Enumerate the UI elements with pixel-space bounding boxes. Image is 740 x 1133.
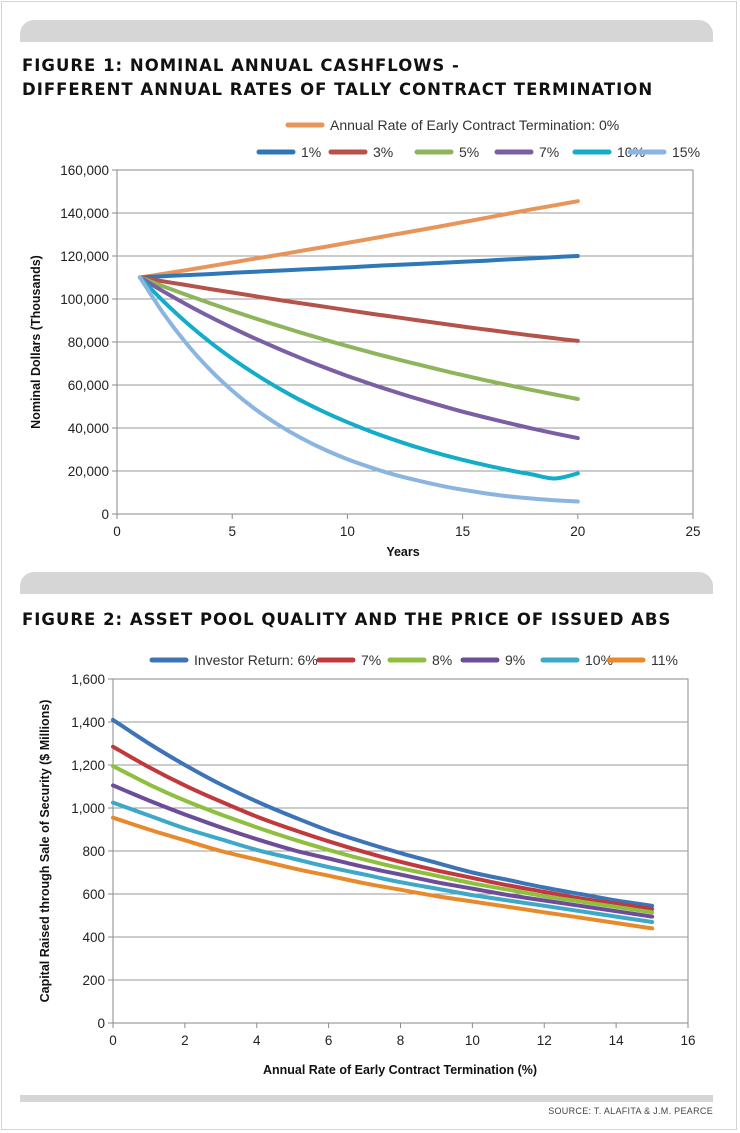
y-tick-label: 200 — [82, 973, 105, 988]
x-tick-label: 12 — [537, 1033, 552, 1048]
x-axis-title: Annual Rate of Early Contract Terminatio… — [263, 1063, 537, 1077]
figure1-title: FIGURE 1: NOMINAL ANNUAL CASHFLOWS - DIF… — [22, 54, 722, 102]
y-tick-label: 1,000 — [71, 801, 105, 816]
x-tick-label: 0 — [113, 524, 121, 539]
y-tick-label: 100,000 — [60, 292, 109, 307]
y-tick-label: 20,000 — [68, 464, 109, 479]
series-line-0 — [111, 717, 655, 908]
middle-divider-band — [20, 572, 713, 594]
series-line-0 — [138, 199, 580, 280]
x-tick-label: 16 — [680, 1033, 695, 1048]
y-tick-label: 600 — [82, 887, 105, 902]
series-line-4 — [111, 800, 655, 924]
figure2-title: FIGURE 2: ASSET POOL QUALITY AND THE PRI… — [22, 610, 672, 629]
legend-label: 7% — [539, 144, 559, 160]
y-tick-label: 40,000 — [68, 421, 109, 436]
x-tick-label: 10 — [340, 524, 355, 539]
x-tick-label: 20 — [570, 524, 585, 539]
legend-label: 11% — [651, 652, 678, 668]
y-tick-label: 120,000 — [60, 249, 109, 264]
series-line-3 — [138, 275, 580, 401]
legend-label: 5% — [459, 144, 479, 160]
x-tick-label: 0 — [109, 1033, 117, 1048]
source-credit: SOURCE: T. ALAFITA & J.M. PEARCE — [548, 1106, 713, 1116]
legend-label: Annual Rate of Early Contract Terminatio… — [330, 117, 619, 133]
x-axis-title: Years — [386, 545, 419, 559]
y-tick-label: 1,600 — [71, 672, 105, 687]
x-tick-label: 2 — [181, 1033, 189, 1048]
legend-label: 15% — [672, 144, 700, 160]
top-divider-band — [20, 20, 713, 42]
series-line-6 — [138, 275, 580, 504]
series-line-2 — [138, 275, 580, 343]
figure1-title-line2: DIFFERENT ANNUAL RATES OF TALLY CONTRACT… — [22, 80, 654, 99]
y-tick-label: 80,000 — [68, 335, 109, 350]
legend-label: 1% — [301, 144, 321, 160]
x-tick-label: 15 — [455, 524, 470, 539]
figure1-chart: 0 20,000 40,000 60,000 80,000 100,000 120,000 1… — [29, 117, 701, 559]
legend-label: 3% — [373, 144, 393, 160]
legend-label: 7% — [361, 652, 381, 668]
y-tick-label: 1,400 — [71, 715, 105, 730]
y-tick-label: 0 — [101, 507, 109, 522]
x-tick-label: 25 — [685, 524, 700, 539]
x-tick-label: 10 — [465, 1033, 480, 1048]
figure1-title-line1: FIGURE 1: NOMINAL ANNUAL CASHFLOWS - — [22, 56, 460, 75]
series-line-1 — [138, 254, 580, 280]
legend-label: 10% — [585, 652, 613, 668]
y-axis-title: Nominal Dollars (Thousands) — [29, 255, 43, 429]
series-line-1 — [111, 744, 655, 911]
legend-label: 8% — [432, 652, 452, 668]
y-tick-label: 0 — [97, 1016, 105, 1031]
y-axis-title: Capital Raised through Sale of Security … — [38, 700, 52, 1003]
x-tick-label: 8 — [397, 1033, 405, 1048]
y-tick-label: 160,000 — [60, 163, 109, 178]
series-line-5 — [138, 275, 580, 481]
series-line-5 — [111, 815, 655, 931]
y-tick-label: 400 — [82, 930, 105, 945]
x-tick-label: 6 — [325, 1033, 333, 1048]
series-line-2 — [111, 764, 655, 915]
bottom-divider-band — [20, 1095, 713, 1102]
y-tick-label: 1,200 — [71, 758, 105, 773]
y-tick-label: 140,000 — [60, 206, 109, 221]
legend-label: 9% — [505, 652, 525, 668]
x-tick-label: 4 — [253, 1033, 261, 1048]
x-tick-label: 5 — [228, 524, 236, 539]
x-tick-label: 14 — [609, 1033, 625, 1048]
legend-label: Investor Return: 6% — [194, 652, 318, 668]
series-line-4 — [138, 275, 580, 441]
y-tick-label: 800 — [82, 844, 105, 859]
y-tick-label: 60,000 — [68, 378, 109, 393]
series-line-3 — [111, 783, 655, 919]
